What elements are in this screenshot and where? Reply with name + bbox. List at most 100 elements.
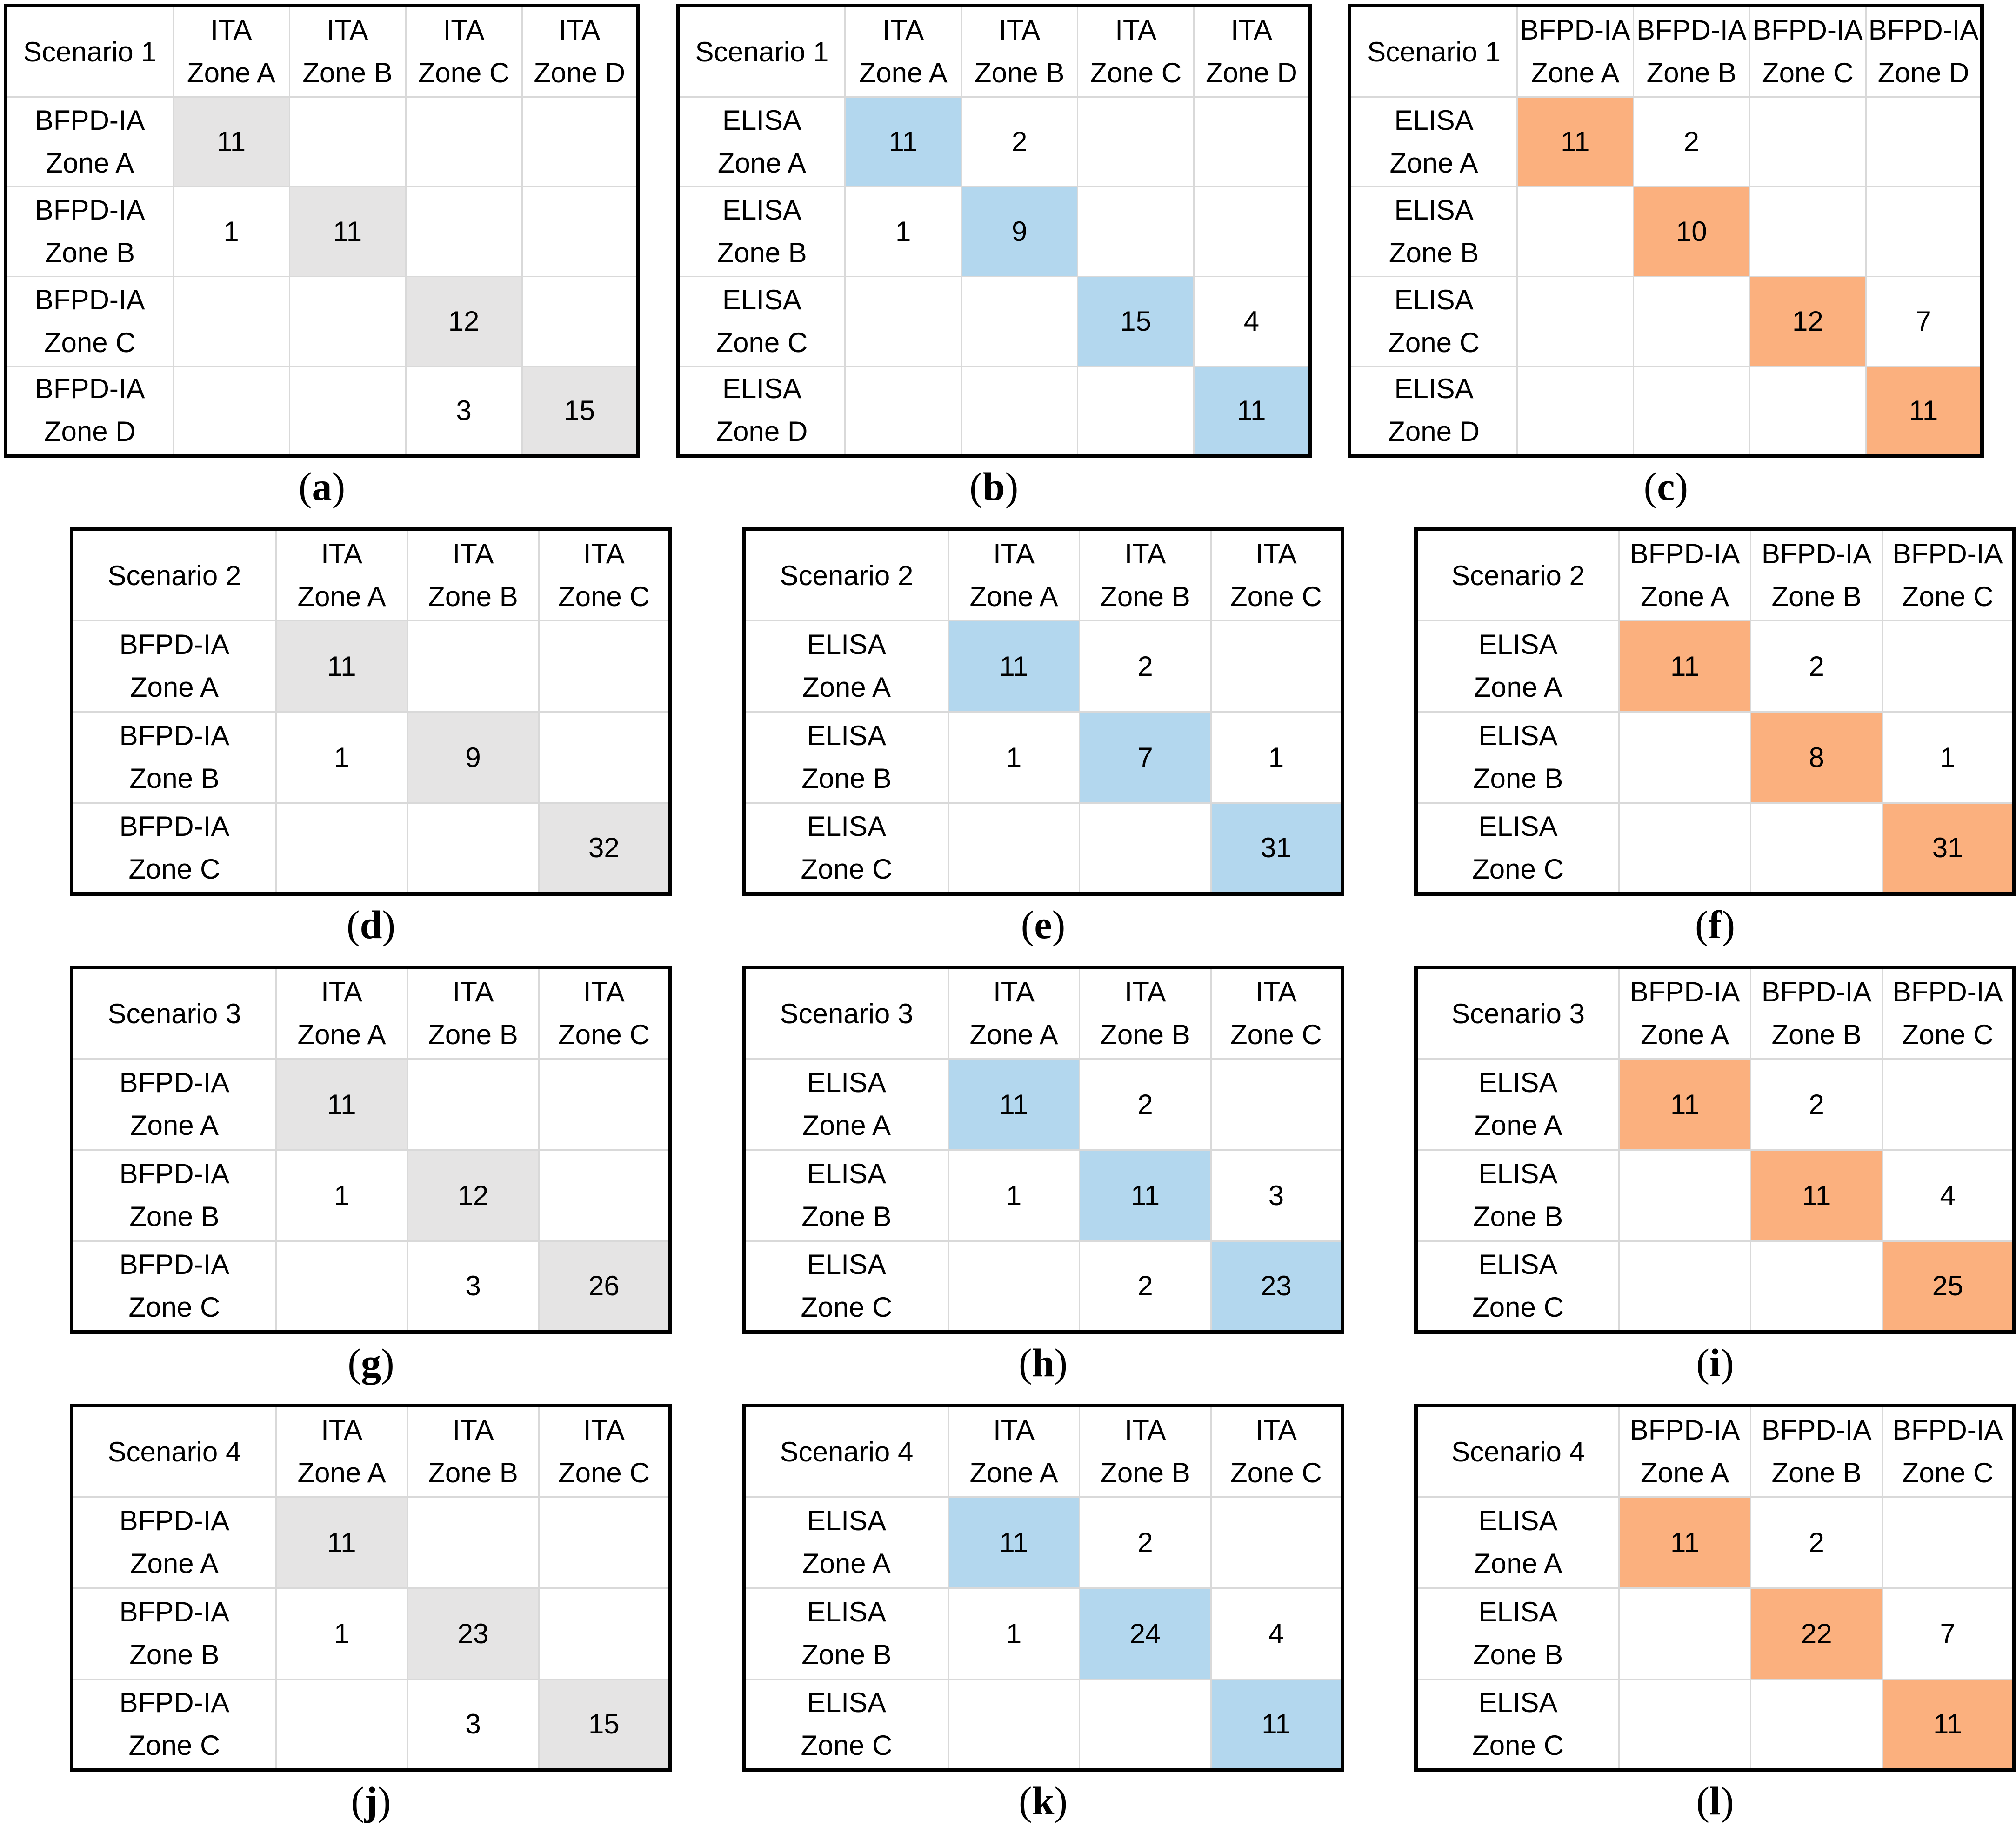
matrix-cell: [275, 802, 408, 895]
row-header: BFPD-IA Zone A: [5, 96, 174, 187]
table-row: BFPD-IA Zone B 1 23: [71, 1587, 671, 1680]
row-header: ELISA Zone C: [1415, 1678, 1620, 1771]
col-header-zone: Zone C: [418, 57, 510, 89]
matrix-cell: 1: [275, 1149, 408, 1242]
col-header-zone: Zone B: [428, 1457, 518, 1489]
table-row: BFPD-IA Zone A 11: [5, 96, 639, 187]
col-header-method: BFPD-IA: [1520, 14, 1630, 46]
row-header-method: BFPD-IA: [34, 373, 145, 405]
caption-paren-close: ): [1722, 902, 1735, 947]
scenario-label: Scenario 2: [1415, 528, 1620, 621]
matrix-cell: 3: [405, 365, 523, 457]
col-header: BFPD-IA Zone B: [1750, 528, 1883, 621]
table-row: ELISA Zone D 11: [677, 365, 1311, 457]
row-header: ELISA Zone B: [743, 711, 949, 804]
caption-f: (f): [1414, 902, 2016, 947]
col-header-zone: Zone A: [969, 1457, 1058, 1489]
matrix-cell: 31: [1882, 802, 2015, 895]
caption-paren-open: (: [298, 464, 312, 509]
col-header-method: BFPD-IA: [1761, 538, 1872, 570]
table-row: BFPD-IA Zone C 32: [71, 802, 671, 895]
row-header: ELISA Zone C: [1348, 275, 1518, 367]
matrix-cell: [1632, 365, 1750, 457]
matrix-cell: 15: [1077, 275, 1195, 367]
col-header: ITA Zone A: [947, 966, 1081, 1060]
row-header: BFPD-IA Zone D: [5, 365, 174, 457]
row-header-method: ELISA: [807, 1067, 886, 1098]
col-header: ITA Zone C: [1210, 966, 1343, 1060]
row-header-zone: Zone B: [129, 1201, 220, 1232]
col-header-zone: Zone B: [1100, 1457, 1190, 1489]
row-header: ELISA Zone A: [1348, 96, 1518, 187]
row-header: BFPD-IA Zone A: [71, 1496, 277, 1589]
matrix-cell: [844, 365, 962, 457]
caption-b: (b): [676, 464, 1312, 509]
row-header: ELISA Zone A: [743, 620, 949, 713]
col-header-zone: Zone D: [534, 57, 626, 89]
matrix-cell: 12: [1749, 275, 1867, 367]
table-row: ELISA Zone B 22 7: [1415, 1587, 2015, 1680]
row-header: ELISA Zone C: [743, 802, 949, 895]
row-header-zone: Zone B: [1473, 1639, 1563, 1670]
row-header-zone: Zone C: [801, 853, 893, 885]
matrix-cell: 11: [1750, 1149, 1883, 1242]
col-header: BFPD-IA Zone A: [1618, 1405, 1752, 1498]
row-header-zone: Zone B: [801, 1639, 892, 1670]
col-header-method: ITA: [327, 14, 368, 46]
col-header-zone: Zone B: [1771, 1457, 1862, 1489]
matrix-cell: 12: [407, 1149, 540, 1242]
caption-paren-open: (: [347, 1340, 361, 1385]
matrix-cell: [538, 1149, 671, 1242]
row-header-method: ELISA: [807, 810, 886, 842]
table-row: ELISA Zone D 11: [1348, 365, 1983, 457]
header-row: Scenario 3 ITA Zone A ITA Zone B ITA Zone C: [743, 966, 1343, 1060]
panel-h: Scenario 3 ITA Zone A ITA Zone B ITA Zone C ELI…: [742, 966, 1344, 1385]
matrix-cell: [844, 275, 962, 367]
caption-i: (i): [1414, 1340, 2016, 1385]
col-header-method: ITA: [882, 14, 924, 46]
row-header-zone: Zone B: [801, 1201, 892, 1232]
matrix-cell: 2: [1632, 96, 1750, 187]
row-header-zone: Zone A: [802, 672, 891, 703]
col-header-method: ITA: [583, 1414, 625, 1446]
col-header: ITA Zone D: [521, 5, 639, 98]
col-header: ITA Zone B: [961, 5, 1079, 98]
row-header-zone: Zone B: [801, 763, 892, 794]
row-header-method: BFPD-IA: [34, 194, 145, 226]
row-header-method: ELISA: [1478, 810, 1558, 842]
matrix-cell: [1516, 275, 1634, 367]
matrix-cell: [407, 620, 540, 713]
matrix-table-e: Scenario 2 ITA Zone A ITA Zone B ITA Zone C ELI…: [742, 527, 1344, 896]
matrix-cell: [1865, 186, 1983, 277]
matrix-cell: [172, 275, 290, 367]
col-header: BFPD-IA Zone D: [1865, 5, 1983, 98]
col-header-zone: Zone A: [969, 1019, 1058, 1051]
header-row: Scenario 1 ITA Zone A ITA Zone B ITA Zone C ITA…: [677, 5, 1311, 98]
row-header: ELISA Zone B: [743, 1149, 949, 1242]
matrix-cell: [538, 1496, 671, 1589]
matrix-cell: 2: [1079, 620, 1212, 713]
panel-f: Scenario 2 BFPD-IA Zone A BFPD-IA Zone B BFPD…: [1414, 527, 2016, 947]
matrix-cell: [1618, 802, 1752, 895]
row-header-method: ELISA: [807, 1596, 886, 1627]
caption-l: (l): [1414, 1779, 2016, 1823]
caption-paren-open: (: [1695, 902, 1709, 947]
scenario-label: Scenario 2: [71, 528, 277, 621]
matrix-cell: 11: [1193, 365, 1311, 457]
matrix-table-k: Scenario 4 ITA Zone A ITA Zone B ITA Zone C ELI…: [742, 1404, 1344, 1772]
row-header: ELISA Zone C: [1415, 1240, 1620, 1333]
caption-e: (e): [742, 902, 1344, 947]
row-header: ELISA Zone B: [1415, 1587, 1620, 1680]
matrix-table-d: Scenario 2 ITA Zone A ITA Zone B ITA Zone C BFP…: [70, 527, 672, 896]
col-header-method: ITA: [559, 14, 601, 46]
matrix-cell: [521, 96, 639, 187]
table-row: ELISA Zone A 11 2: [677, 96, 1311, 187]
row-header: BFPD-IA Zone B: [71, 1149, 277, 1242]
row-header-method: BFPD-IA: [119, 1505, 230, 1536]
col-header: ITA Zone A: [275, 966, 408, 1060]
scenario-label: Scenario 1: [677, 5, 846, 98]
matrix-cell: 2: [1750, 1496, 1883, 1589]
matrix-cell: [1193, 186, 1311, 277]
col-header-zone: Zone B: [1771, 1019, 1862, 1051]
row-header-method: ELISA: [1478, 720, 1558, 751]
